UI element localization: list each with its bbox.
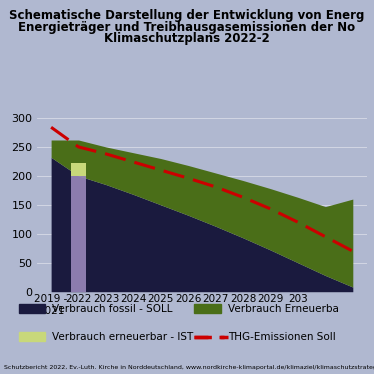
Text: Verbrauch fossil - SOLL: Verbrauch fossil - SOLL [52,304,173,313]
Text: Schutzbericht 2022, Ev.-Luth. Kirche in Norddeutschland, www.nordkirche-klimapor: Schutzbericht 2022, Ev.-Luth. Kirche in … [4,365,374,370]
Text: Verbrauch Erneuerba: Verbrauch Erneuerba [228,304,339,313]
Text: THG-Emissionen Soll: THG-Emissionen Soll [228,332,336,341]
Text: Schematische Darstellung der Entwicklung von Energ: Schematische Darstellung der Entwicklung… [9,9,365,22]
Bar [71,176,86,292]
Text: Verbrauch erneuerbar - IST: Verbrauch erneuerbar - IST [52,332,194,341]
Text: Klimaschutzplans 2022-2: Klimaschutzplans 2022-2 [104,32,270,45]
Bar [71,163,86,176]
Text: Energieträger und Treibhausgasemissionen der No: Energieträger und Treibhausgasemissionen… [18,21,356,34]
